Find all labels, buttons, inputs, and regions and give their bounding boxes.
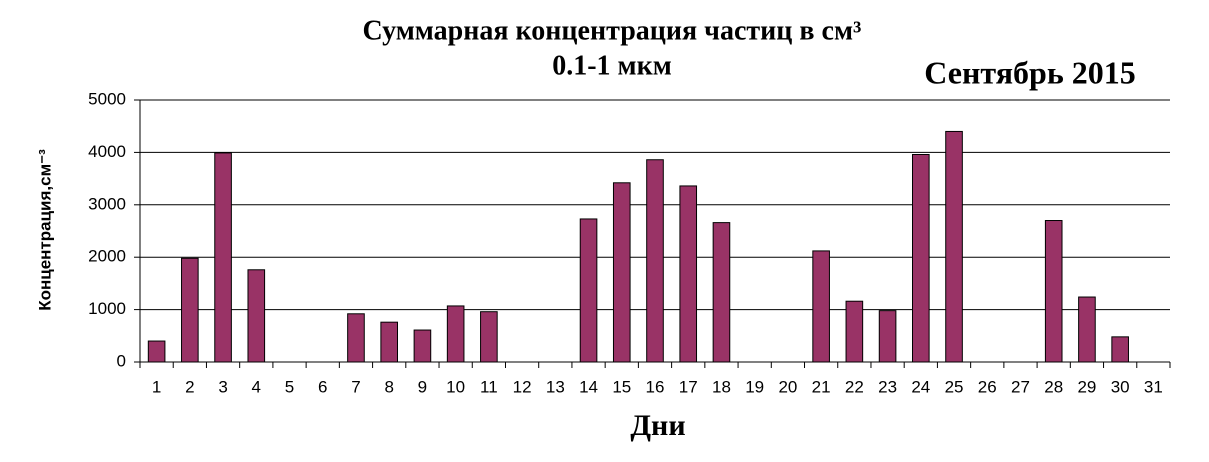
bar xyxy=(380,321,398,363)
x-tick-label: 22 xyxy=(845,377,864,396)
x-tick-label: 1 xyxy=(152,377,161,396)
x-tick-label: 27 xyxy=(1011,377,1030,396)
bar xyxy=(812,250,830,363)
bar xyxy=(181,257,199,363)
bar xyxy=(712,222,731,363)
x-tick-label: 23 xyxy=(878,377,897,396)
x-tick-label: 31 xyxy=(1144,377,1163,396)
bar xyxy=(1111,336,1129,363)
bar xyxy=(147,340,166,363)
x-axis-title: Дни xyxy=(630,409,685,442)
bar xyxy=(912,153,930,363)
x-tick-label: 26 xyxy=(978,377,997,396)
bar xyxy=(1078,296,1096,363)
x-tick-label: 29 xyxy=(1077,377,1096,396)
x-tick-label: 15 xyxy=(612,377,631,396)
x-tick-label: 25 xyxy=(945,377,964,396)
x-tick-label: 10 xyxy=(446,377,465,396)
x-tick-label: 28 xyxy=(1044,377,1063,396)
x-tick-label: 13 xyxy=(546,377,565,396)
x-tick-label: 12 xyxy=(513,377,532,396)
x-tick-label: 16 xyxy=(646,377,665,396)
x-tick-label: 18 xyxy=(712,377,731,396)
x-tick-label: 8 xyxy=(384,377,393,396)
annotation: Сентябрь 2015 xyxy=(924,54,1135,90)
x-tick-label: 4 xyxy=(252,377,261,396)
bar xyxy=(214,152,232,363)
chart-subtitle: 0.1-1 мкм xyxy=(552,50,672,81)
x-tick-label: 19 xyxy=(745,377,764,396)
y-tick-label: 5000 xyxy=(88,89,126,108)
y-tick-label: 4000 xyxy=(88,142,126,161)
chart-title: Суммарная концентрация частиц в см³ xyxy=(363,15,862,46)
x-tick-label: 24 xyxy=(911,377,930,396)
bar xyxy=(945,130,963,363)
bar xyxy=(679,185,698,363)
x-tick-label: 17 xyxy=(679,377,698,396)
x-tick-label: 20 xyxy=(778,377,797,396)
bar xyxy=(878,310,897,363)
bar xyxy=(347,313,365,363)
bar xyxy=(247,269,266,363)
y-tick-label: 2000 xyxy=(88,247,126,266)
y-tick-label: 0 xyxy=(117,351,126,370)
bar xyxy=(646,159,664,363)
x-tick-label: 11 xyxy=(480,377,498,396)
y-tick-label: 1000 xyxy=(88,299,126,318)
bar xyxy=(446,305,465,363)
x-tick-label: 3 xyxy=(218,377,227,396)
bar xyxy=(1044,220,1063,363)
x-tick-label: 21 xyxy=(812,377,831,396)
bar xyxy=(845,300,864,363)
y-axis-title: Концентрация,см⁻³ xyxy=(35,149,54,311)
bar xyxy=(413,329,432,363)
x-tick-label: 2 xyxy=(185,377,194,396)
bar xyxy=(480,311,498,363)
x-tick-label: 30 xyxy=(1111,377,1130,396)
x-tick-label: 9 xyxy=(418,377,427,396)
x-tick-label: 7 xyxy=(351,377,360,396)
x-tick-label: 6 xyxy=(318,377,327,396)
x-tick-label: 14 xyxy=(579,377,598,396)
bar xyxy=(579,218,598,363)
x-tick-label: 5 xyxy=(285,377,294,396)
y-tick-label: 3000 xyxy=(88,194,126,213)
bar xyxy=(612,182,631,363)
